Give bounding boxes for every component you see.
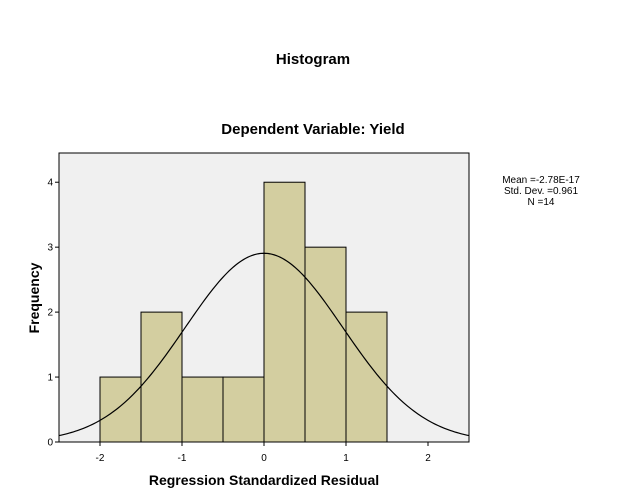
histogram-bar-2 — [181, 376, 224, 443]
y-axis-ticks: 0 1 2 3 4 — [47, 178, 59, 449]
chart-title: Histogram — [276, 51, 350, 68]
y-tick-label-1: 1 — [47, 373, 53, 384]
x-tick-label-2: 0 — [261, 453, 267, 464]
histogram-bars — [99, 181, 388, 443]
x-tick-label-3: 1 — [343, 453, 349, 464]
chart-subtitle: Dependent Variable: Yield — [221, 121, 404, 138]
y-axis-title: Frequency — [26, 262, 42, 333]
histogram-bar-4 — [263, 181, 306, 443]
histogram-bar-6 — [345, 311, 388, 443]
x-axis-title: Regression Standardized Residual — [149, 472, 379, 488]
y-tick-label-0: 0 — [47, 438, 53, 449]
stat-mean: Mean =-2.78E-17 — [502, 175, 580, 186]
histogram-bar-5 — [304, 246, 347, 443]
stats-box: Mean =-2.78E-17 Std. Dev. =0.961 N =14 — [502, 175, 580, 208]
x-tick-label-0: -2 — [96, 453, 105, 464]
y-tick-label-3: 3 — [47, 243, 53, 254]
x-axis-ticks: -2 -1 0 1 2 — [96, 442, 431, 464]
stat-n: N =14 — [528, 197, 555, 208]
histogram-bar-1 — [140, 311, 183, 443]
y-tick-label-2: 2 — [47, 308, 53, 319]
normal-curve — [58, 252, 470, 437]
histogram-bar-0 — [99, 376, 142, 443]
x-tick-label-1: -1 — [178, 453, 187, 464]
stat-std-dev: Std. Dev. =0.961 — [504, 186, 578, 197]
x-tick-label-4: 2 — [425, 453, 431, 464]
histogram-bar-3 — [222, 376, 265, 443]
y-tick-label-4: 4 — [47, 178, 53, 189]
